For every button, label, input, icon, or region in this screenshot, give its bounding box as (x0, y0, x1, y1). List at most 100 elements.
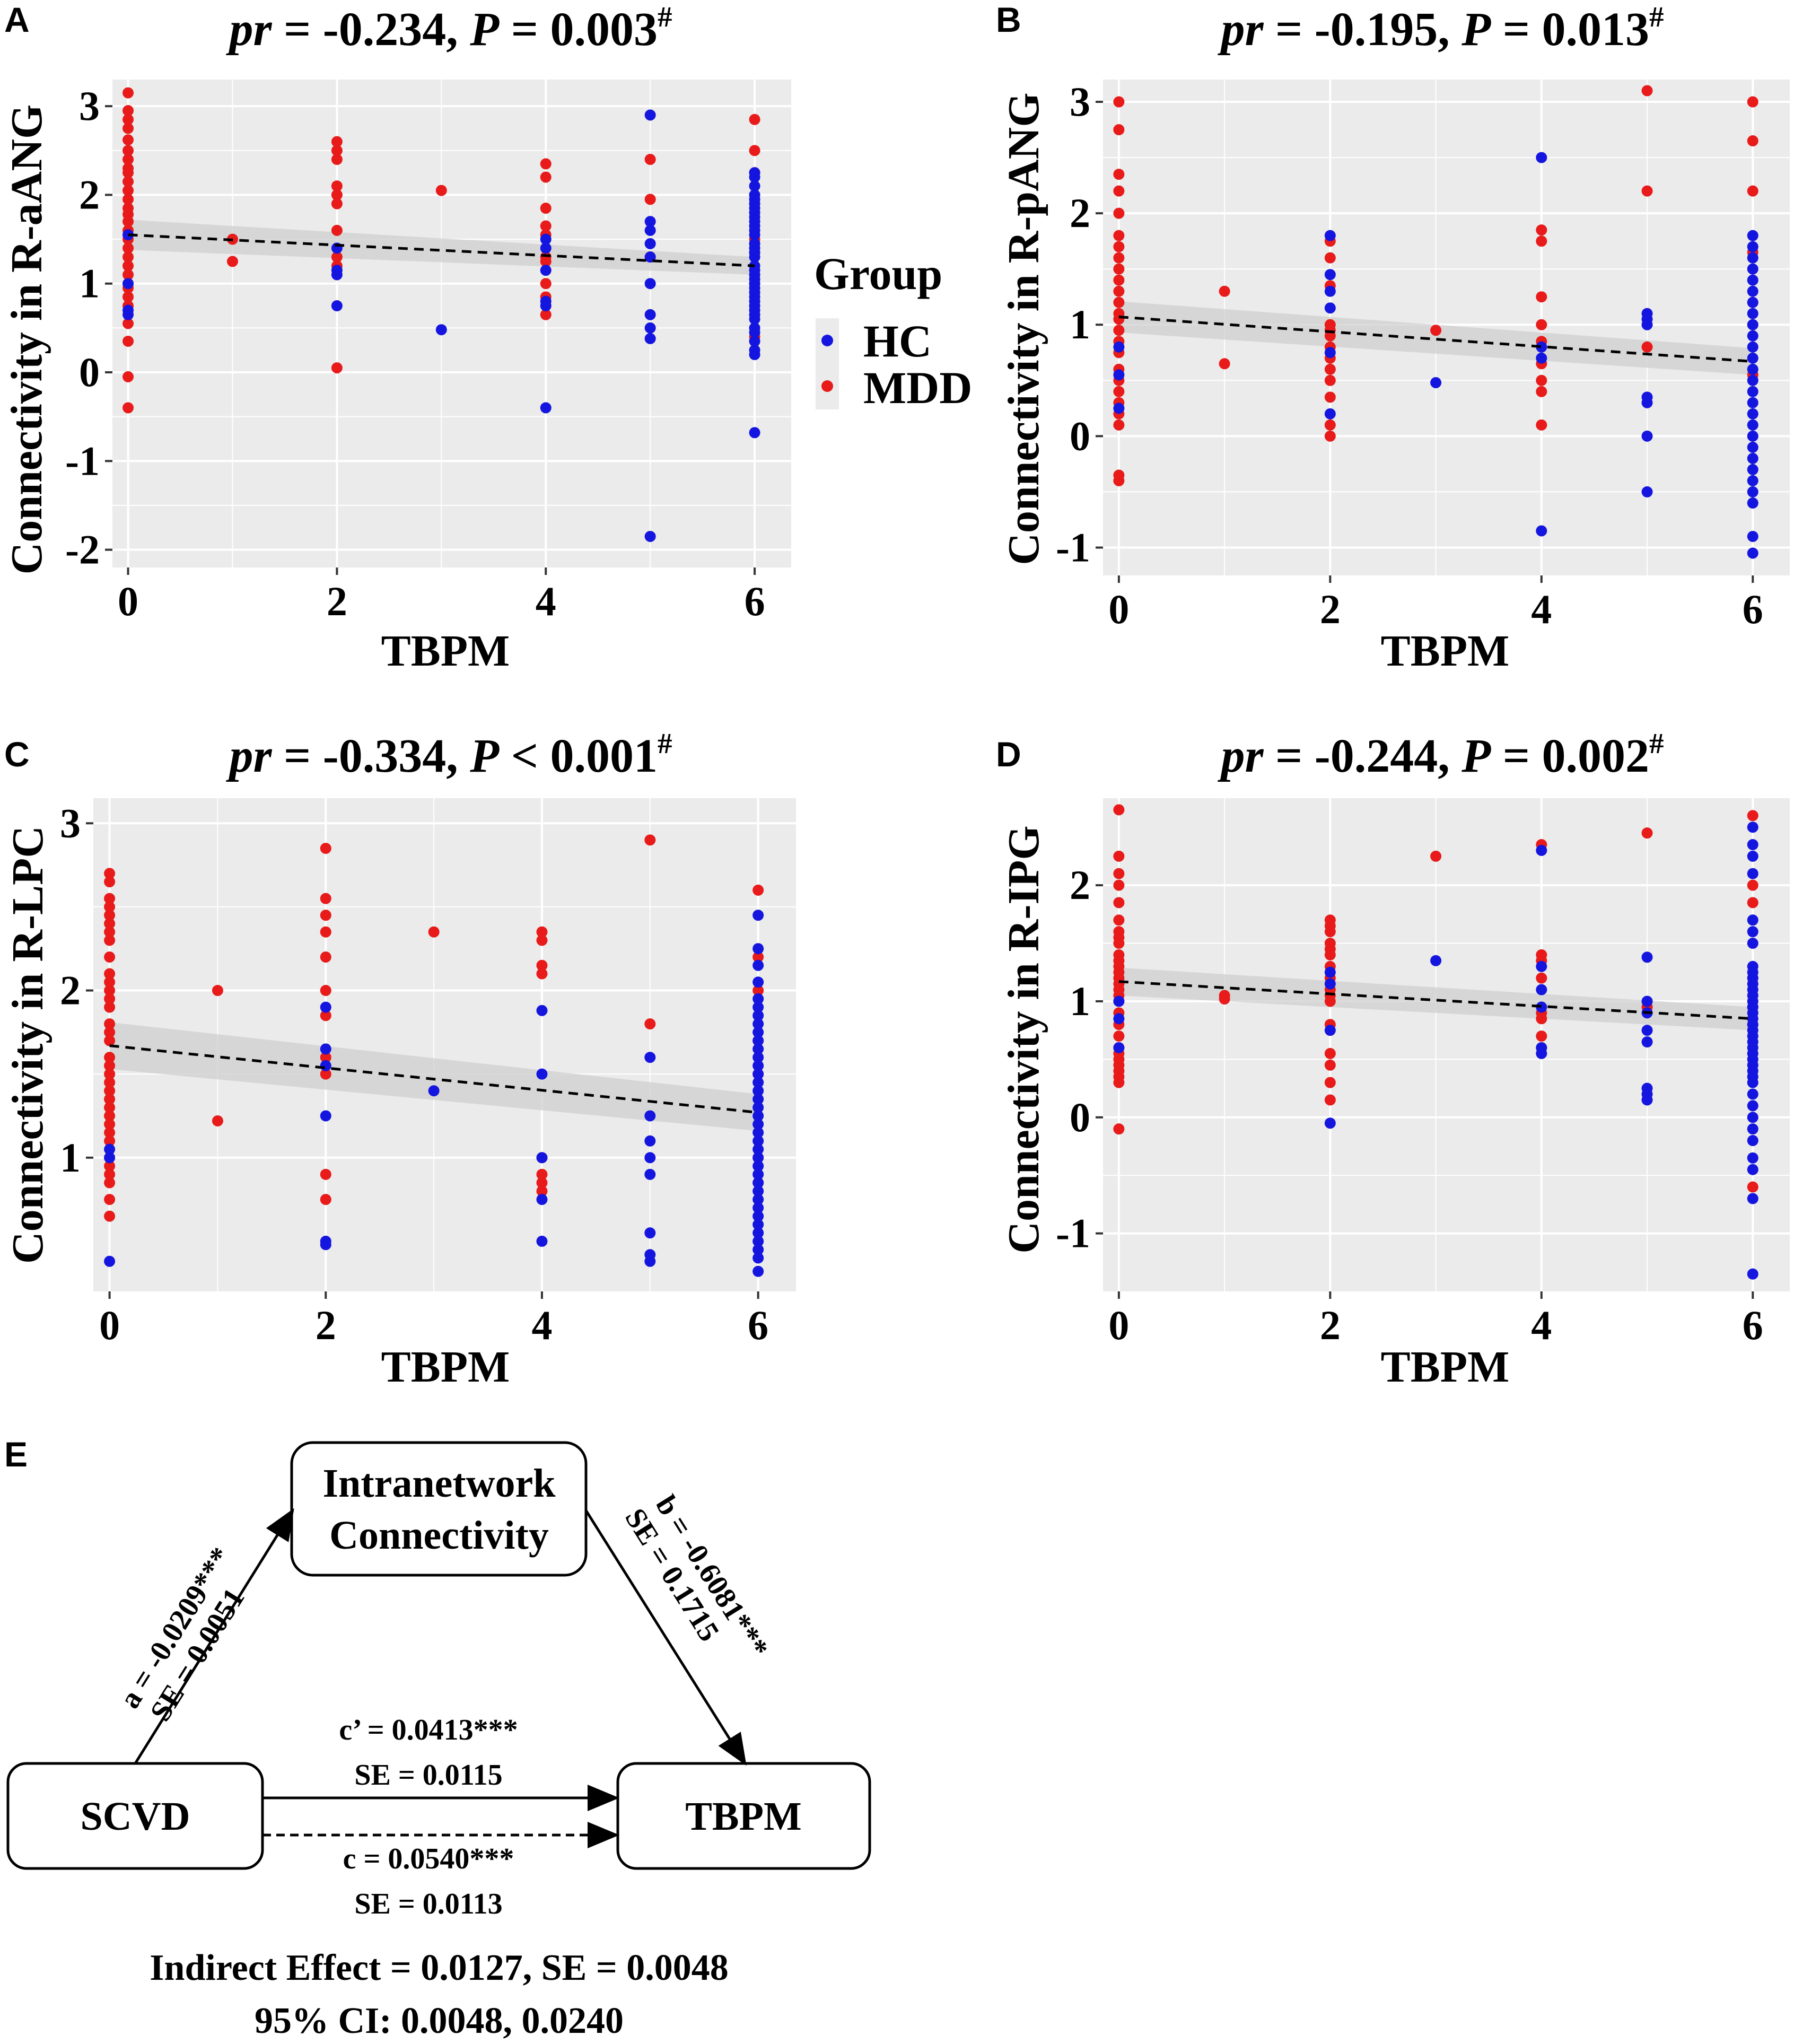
point-hc (1747, 1164, 1758, 1175)
y-tick-label: 3 (79, 83, 100, 129)
intranetwork-box-line1: Intranetwork (322, 1461, 556, 1506)
point-hc (1747, 1152, 1758, 1164)
x-tick-label: 6 (1743, 586, 1763, 632)
point-mdd (331, 145, 343, 156)
point-mdd (104, 901, 116, 913)
point-mdd (1113, 124, 1125, 136)
point-mdd (331, 251, 343, 263)
point-hc (752, 976, 764, 988)
point-mdd (122, 145, 134, 156)
point-hc (1747, 1193, 1758, 1204)
point-hc (1747, 926, 1758, 938)
path-c-coef: c = 0.0540*** (343, 1842, 514, 1875)
point-mdd (1219, 285, 1230, 297)
point-hc (1113, 369, 1125, 381)
point-hc (1324, 269, 1336, 281)
point-mdd (1113, 230, 1125, 241)
point-hc (749, 427, 760, 439)
point-mdd (1113, 914, 1125, 926)
point-hc (1747, 1088, 1758, 1100)
point-mdd (122, 318, 134, 329)
point-hc (752, 1177, 764, 1189)
path-c-prime-se: SE = 0.0115 (354, 1759, 502, 1792)
panel-a-xlabel: TBPM (381, 626, 510, 676)
indirect-effect-line2: 95% CI: 0.0048, 0.0240 (255, 2001, 624, 2041)
point-mdd (536, 1177, 548, 1189)
point-hc (1747, 252, 1758, 264)
point-hc (752, 1110, 764, 1122)
point-mdd (122, 154, 134, 165)
point-mdd (1324, 1077, 1336, 1088)
point-mdd (104, 985, 116, 997)
point-hc (1747, 464, 1758, 475)
point-mdd (104, 1060, 116, 1071)
point-mdd (1536, 386, 1547, 397)
panel-b: B pr = -0.195, P = 0.013# Connectivity i… (996, 0, 1790, 676)
point-mdd (212, 985, 223, 997)
point-hc (644, 1255, 656, 1267)
point-mdd (1747, 1181, 1758, 1193)
point-mdd (122, 194, 134, 205)
point-hc (1747, 363, 1758, 375)
legend-hc-label: HC (863, 316, 932, 366)
point-mdd (752, 884, 764, 896)
x-tick-label: 4 (536, 578, 556, 624)
point-hc (1641, 1094, 1653, 1106)
legend-title: Group (814, 248, 942, 299)
point-hc (752, 1010, 764, 1021)
point-hc (1324, 285, 1336, 297)
panel-a-title-p: P (469, 3, 500, 56)
point-mdd (536, 934, 548, 946)
point-mdd (644, 194, 656, 205)
panel-a-title-sup: # (658, 1, 672, 33)
point-hc (752, 1210, 764, 1222)
point-hc (644, 322, 656, 334)
point-mdd (122, 335, 134, 347)
x-tick-label: 2 (316, 1302, 336, 1348)
point-mdd (1536, 291, 1547, 303)
point-mdd (122, 269, 134, 281)
point-mdd (1324, 419, 1336, 431)
point-mdd (104, 968, 116, 980)
point-mdd (104, 1035, 116, 1046)
point-hc (1536, 525, 1547, 537)
point-mdd (122, 113, 134, 125)
point-mdd (331, 189, 343, 200)
path-c-prime-coef: c’ = 0.0413*** (339, 1714, 518, 1746)
panel-c-ylabel: Connectivity in R-LPC (3, 826, 52, 1264)
x-tick-label: 4 (1531, 586, 1552, 632)
y-tick-label: 0 (1070, 413, 1090, 459)
point-hc (1747, 441, 1758, 453)
panel-a: A pr = -0.234, P = 0.003# Connectivity i… (2, 0, 791, 676)
point-mdd (1747, 897, 1758, 909)
point-hc (540, 265, 552, 276)
y-tick-label: 1 (1070, 978, 1090, 1024)
point-hc (104, 1255, 116, 1267)
point-mdd (1113, 313, 1125, 325)
point-mdd (540, 278, 552, 290)
point-hc (1641, 1036, 1653, 1048)
point-hc (1536, 844, 1547, 856)
point-mdd (1324, 252, 1336, 264)
point-mdd (104, 893, 116, 904)
panel-c-title: pr = -0.334, P < 0.001# (225, 727, 672, 782)
point-mdd (331, 224, 343, 236)
point-mdd (1113, 419, 1125, 431)
point-hc (1430, 955, 1442, 966)
point-mdd (320, 1010, 331, 1021)
point-hc (320, 1043, 331, 1055)
panel-c: C pr = -0.334, P < 0.001# Connectivity i… (3, 727, 796, 1392)
point-hc (1113, 341, 1125, 353)
point-hc (752, 1060, 764, 1071)
indirect-effect-line1: Indirect Effect = 0.0127, SE = 0.0048 (150, 1947, 728, 1988)
panel-a-ylabel: Connectivity in R-aANG (2, 104, 51, 575)
point-hc (752, 1227, 764, 1239)
panel-d-title-pr: pr (1217, 730, 1264, 782)
panel-a-letter: A (4, 0, 30, 39)
point-mdd (540, 309, 552, 320)
point-mdd (104, 934, 116, 946)
point-hc (752, 1202, 764, 1213)
point-mdd (1641, 85, 1653, 97)
point-mdd (122, 185, 134, 196)
